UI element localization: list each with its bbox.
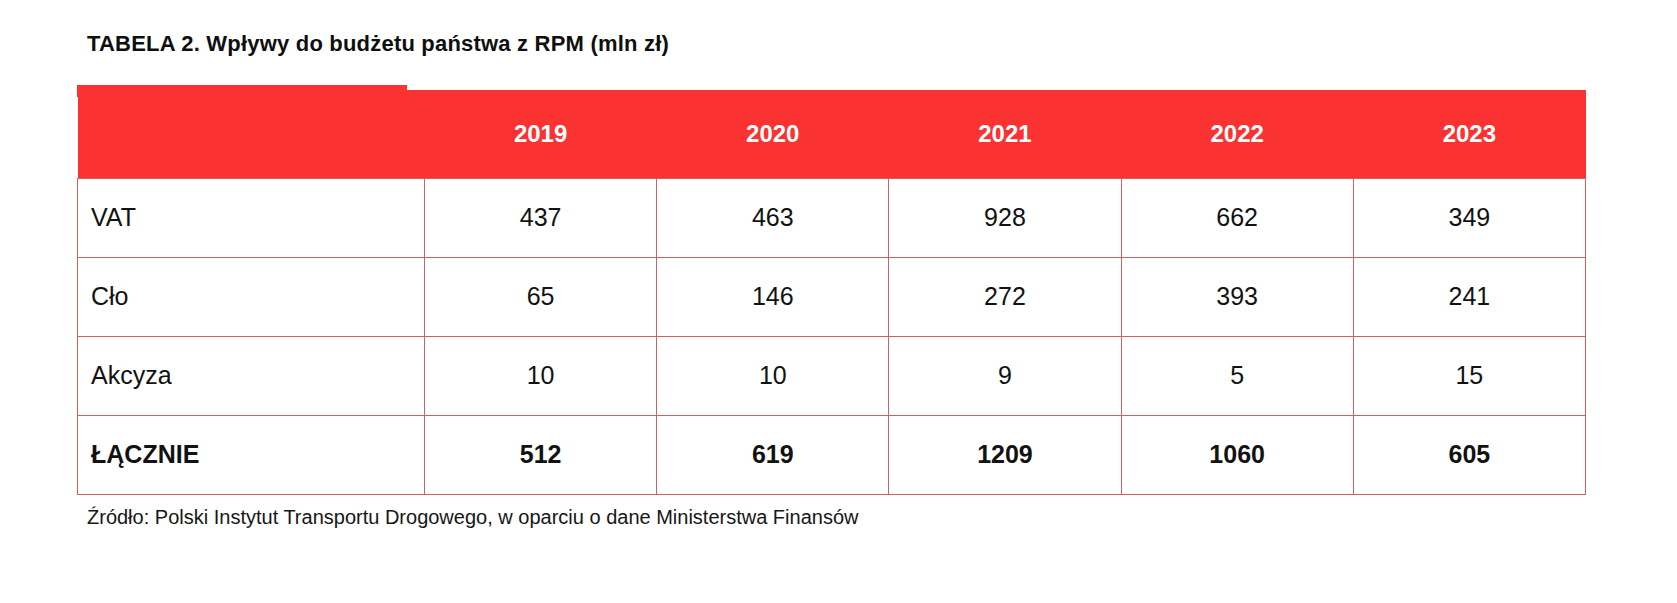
budget-table: 2019 2020 2021 2022 2023 VAT 437 463 928… bbox=[77, 90, 1586, 495]
value-cell: 15 bbox=[1353, 336, 1585, 415]
value-cell: 662 bbox=[1121, 178, 1353, 257]
value-cell: 1209 bbox=[889, 415, 1121, 494]
value-cell: 272 bbox=[889, 257, 1121, 336]
year-header-cell: 2020 bbox=[657, 90, 889, 178]
value-cell: 10 bbox=[425, 336, 657, 415]
value-cell: 349 bbox=[1353, 178, 1585, 257]
value-cell: 9 bbox=[889, 336, 1121, 415]
value-cell: 512 bbox=[425, 415, 657, 494]
table-row: VAT 437 463 928 662 349 bbox=[78, 178, 1586, 257]
value-cell: 437 bbox=[425, 178, 657, 257]
value-cell: 10 bbox=[657, 336, 889, 415]
table-row: Akcyza 10 10 9 5 15 bbox=[78, 336, 1586, 415]
table-title: TABELA 2. Wpływy do budżetu państwa z RP… bbox=[87, 31, 669, 57]
value-cell: 463 bbox=[657, 178, 889, 257]
row-label-cell: Akcyza bbox=[78, 336, 425, 415]
table-row: Cło 65 146 272 393 241 bbox=[78, 257, 1586, 336]
value-cell: 605 bbox=[1353, 415, 1585, 494]
source-note: Źródło: Polski Instytut Transportu Drogo… bbox=[87, 506, 858, 529]
value-cell: 619 bbox=[657, 415, 889, 494]
value-cell: 241 bbox=[1353, 257, 1585, 336]
table-body: VAT 437 463 928 662 349 Cło 65 146 272 3… bbox=[78, 178, 1586, 494]
year-header-cell: 2021 bbox=[889, 90, 1121, 178]
year-header-cell: 2023 bbox=[1353, 90, 1585, 178]
value-cell: 5 bbox=[1121, 336, 1353, 415]
value-cell: 146 bbox=[657, 257, 889, 336]
year-header-cell: 2019 bbox=[425, 90, 657, 178]
row-label-cell: Cło bbox=[78, 257, 425, 336]
table-header: 2019 2020 2021 2022 2023 bbox=[78, 90, 1586, 178]
empty-corner-cell bbox=[78, 90, 425, 178]
table-row: ŁĄCZNIE 512 619 1209 1060 605 bbox=[78, 415, 1586, 494]
year-header-cell: 2022 bbox=[1121, 90, 1353, 178]
row-label-cell: ŁĄCZNIE bbox=[78, 415, 425, 494]
value-cell: 393 bbox=[1121, 257, 1353, 336]
value-cell: 65 bbox=[425, 257, 657, 336]
value-cell: 1060 bbox=[1121, 415, 1353, 494]
header-row: 2019 2020 2021 2022 2023 bbox=[78, 90, 1586, 178]
row-label-cell: VAT bbox=[78, 178, 425, 257]
value-cell: 928 bbox=[889, 178, 1121, 257]
